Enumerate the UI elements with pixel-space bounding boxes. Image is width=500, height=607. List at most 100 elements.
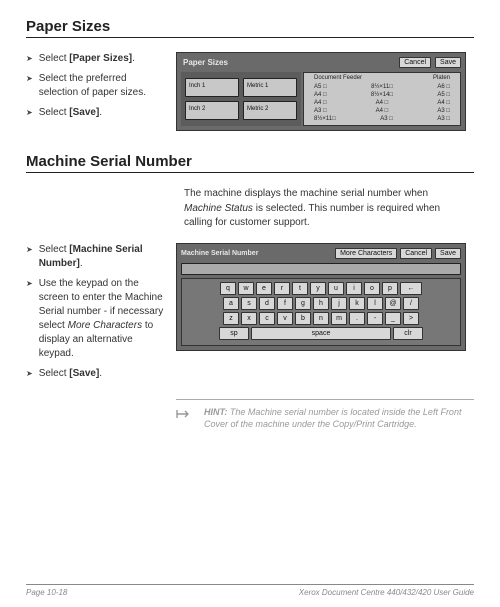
key[interactable]: k [349,297,365,310]
key[interactable]: a [223,297,239,310]
bullet-item: ➤ Use the keypad on the screen to enter … [26,277,166,361]
col-header: Document Feeder [314,75,362,81]
hint-label: HINT: [204,407,230,417]
key[interactable]: sp [219,327,249,340]
screen-header: Machine Serial Number More Characters Ca… [181,248,461,259]
size-option-button[interactable]: Metric 2 [243,101,297,120]
key[interactable]: v [277,312,293,325]
size-options-panel: Inch 1 Metric 1 Inch 2 Metric 2 [181,72,301,126]
key[interactable]: @ [385,297,401,310]
key[interactable]: w [238,282,254,295]
screen-title: Paper Sizes [181,57,395,68]
key[interactable]: y [310,282,326,295]
key[interactable]: > [403,312,419,325]
screen-header: Paper Sizes Cancel Save [181,57,461,68]
size-option-button[interactable]: Inch 1 [185,78,239,97]
key[interactable]: h [313,297,329,310]
size-list-panel: Document Feeder Platen A5 □8½×11□A6 □ A4… [303,72,461,126]
key[interactable]: _ [385,312,401,325]
page-footer: Page 10-18 Xerox Document Centre 440/432… [26,584,474,597]
bullet-text: Select [Save]. [39,106,166,120]
size-option-button[interactable]: Metric 1 [243,78,297,97]
key[interactable]: s [241,297,257,310]
bullet-item: ➤ Select [Machine Serial Number]. [26,243,166,271]
key[interactable]: o [364,282,380,295]
key[interactable]: m [331,312,347,325]
key[interactable]: - [367,312,383,325]
key-row: a s d f g h j k l @ / [185,297,457,310]
column-headers: Document Feeder Platen [308,75,456,81]
bullet-item: ➤ Select [Save]. [26,106,166,120]
key[interactable]: t [292,282,308,295]
size-row: 8½×11□A3 □A3 □ [308,115,456,123]
size-row: A5 □8½×11□A6 □ [308,83,456,91]
key[interactable]: i [346,282,362,295]
key[interactable]: u [328,282,344,295]
footer-guide: Xerox Document Centre 440/432/420 User G… [299,588,474,597]
bullet-caret-icon: ➤ [26,73,33,100]
bullet-text: Select [Paper Sizes]. [39,52,166,66]
size-rows: A5 □8½×11□A6 □ A4 □8½×14□A5 □ A4 □A4 □A4… [308,83,456,123]
bullet-text: Select [Save]. [39,367,166,381]
section-title-paper-sizes: Paper Sizes [26,18,474,38]
more-characters-button[interactable]: More Characters [335,248,397,259]
key[interactable]: / [403,297,419,310]
section-title-serial: Machine Serial Number [26,153,474,173]
key-row: z x c v b n m . - _ > [185,312,457,325]
key[interactable]: z [223,312,239,325]
cancel-button[interactable]: Cancel [400,248,432,259]
hint-row: HINT: The Machine serial number is locat… [176,399,474,431]
section2-row: ➤ Select [Machine Serial Number]. ➤ Use … [26,243,474,387]
bullet-caret-icon: ➤ [26,244,33,271]
bullet-text: Use the keypad on the screen to enter th… [39,277,166,361]
screen-body: Inch 1 Metric 1 Inch 2 Metric 2 Document… [181,72,461,126]
key[interactable]: l [367,297,383,310]
col-header: Platen [433,75,450,81]
bullet-text: Select the preferred selection of paper … [39,72,166,100]
section1-screenshot: Paper Sizes Cancel Save Inch 1 Metric 1 … [176,52,474,131]
key[interactable]: x [241,312,257,325]
key-row: sp space clr [185,327,457,340]
key[interactable]: c [259,312,275,325]
key[interactable]: n [313,312,329,325]
bullet-item: ➤ Select the preferred selection of pape… [26,72,166,100]
size-row: A4 □8½×14□A5 □ [308,91,456,99]
bullet-item: ➤ Select [Save]. [26,367,166,381]
save-button[interactable]: Save [435,248,461,259]
key[interactable]: e [256,282,272,295]
bullet-text: Select [Machine Serial Number]. [39,243,166,271]
key[interactable]: j [331,297,347,310]
hint-text: HINT: The Machine serial number is locat… [204,406,474,431]
cancel-button[interactable]: Cancel [399,57,431,68]
space-key[interactable]: space [251,327,391,340]
key[interactable]: g [295,297,311,310]
paper-sizes-screen: Paper Sizes Cancel Save Inch 1 Metric 1 … [176,52,466,131]
serial-input[interactable] [181,263,461,275]
section1-bullets: ➤ Select [Paper Sizes]. ➤ Select the pre… [26,52,166,126]
serial-keyboard-screen: Machine Serial Number More Characters Ca… [176,243,466,351]
size-row: A4 □A4 □A4 □ [308,99,456,107]
key[interactable]: . [349,312,365,325]
key[interactable]: q [220,282,236,295]
size-row: A3 □A4 □A3 □ [308,107,456,115]
key[interactable]: f [277,297,293,310]
key-row: q w e r t y u i o p ← [185,282,457,295]
backspace-key[interactable]: ← [400,282,422,295]
key[interactable]: b [295,312,311,325]
size-option-button[interactable]: Inch 2 [185,101,239,120]
footer-page: Page 10-18 [26,588,67,597]
section2-screenshot: Machine Serial Number More Characters Ca… [176,243,474,351]
screen-title: Machine Serial Number [181,250,332,257]
key[interactable]: d [259,297,275,310]
save-button[interactable]: Save [435,57,461,68]
bullet-caret-icon: ➤ [26,278,33,361]
section2-bullets: ➤ Select [Machine Serial Number]. ➤ Use … [26,243,166,387]
keyboard: q w e r t y u i o p ← a s d f g [181,278,461,346]
hint-hand-icon [176,406,194,425]
key[interactable]: r [274,282,290,295]
section1-row: ➤ Select [Paper Sizes]. ➤ Select the pre… [26,52,474,131]
key[interactable]: p [382,282,398,295]
bullet-caret-icon: ➤ [26,368,33,381]
key[interactable]: clr [393,327,423,340]
bullet-caret-icon: ➤ [26,53,33,66]
